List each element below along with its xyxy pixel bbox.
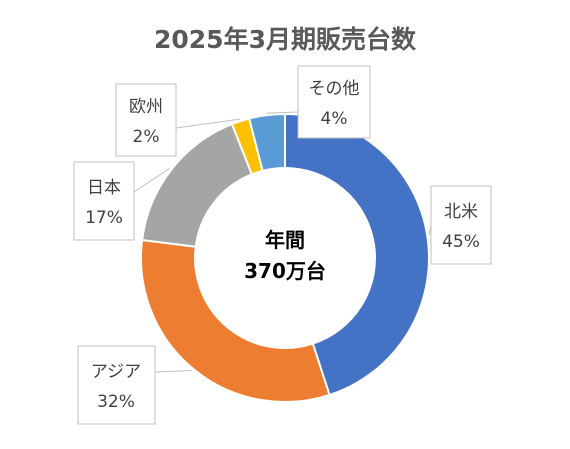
value-label-north-america: 45% <box>442 232 480 252</box>
data-label-north-america: 北米 45% <box>430 185 492 265</box>
slice-other <box>247 112 286 173</box>
data-label-europe: 欧州 2% <box>115 83 177 157</box>
center-label-line1: 年間 <box>265 228 305 252</box>
value-label-asia: 32% <box>97 392 135 412</box>
donut-slices <box>140 112 430 403</box>
leader-japan <box>133 168 170 193</box>
data-label-asia: アジア 32% <box>77 345 156 425</box>
data-label-box-other <box>297 65 371 139</box>
data-label-box-asia <box>77 345 156 425</box>
value-label-other: 4% <box>321 109 348 129</box>
chart-title: 2025年3月期販売台数 <box>154 25 417 54</box>
slice-asia <box>140 238 331 403</box>
category-label-other: その他 <box>309 79 360 99</box>
category-label-japan: 日本 <box>87 178 121 198</box>
data-label-other: その他 4% <box>297 65 371 139</box>
leader-europe <box>175 118 240 129</box>
leader-other <box>266 111 299 114</box>
value-label-europe: 2% <box>133 127 160 147</box>
data-label-box-europe <box>115 83 177 157</box>
category-label-europe: 欧州 <box>129 97 163 117</box>
data-labels: 北米 45% アジア 32% 日本 17% 欧州 2% その他 4% <box>73 65 492 425</box>
center-label-line2: 370万台 <box>244 259 326 283</box>
data-label-box-north-america <box>430 185 492 265</box>
category-label-north-america: 北米 <box>444 202 478 222</box>
slice-north-america <box>284 112 430 397</box>
data-label-box-japan <box>73 161 135 241</box>
leader-asia <box>154 369 192 373</box>
data-label-japan: 日本 17% <box>73 161 135 241</box>
category-label-asia: アジア <box>91 362 141 382</box>
value-label-japan: 17% <box>85 208 123 228</box>
